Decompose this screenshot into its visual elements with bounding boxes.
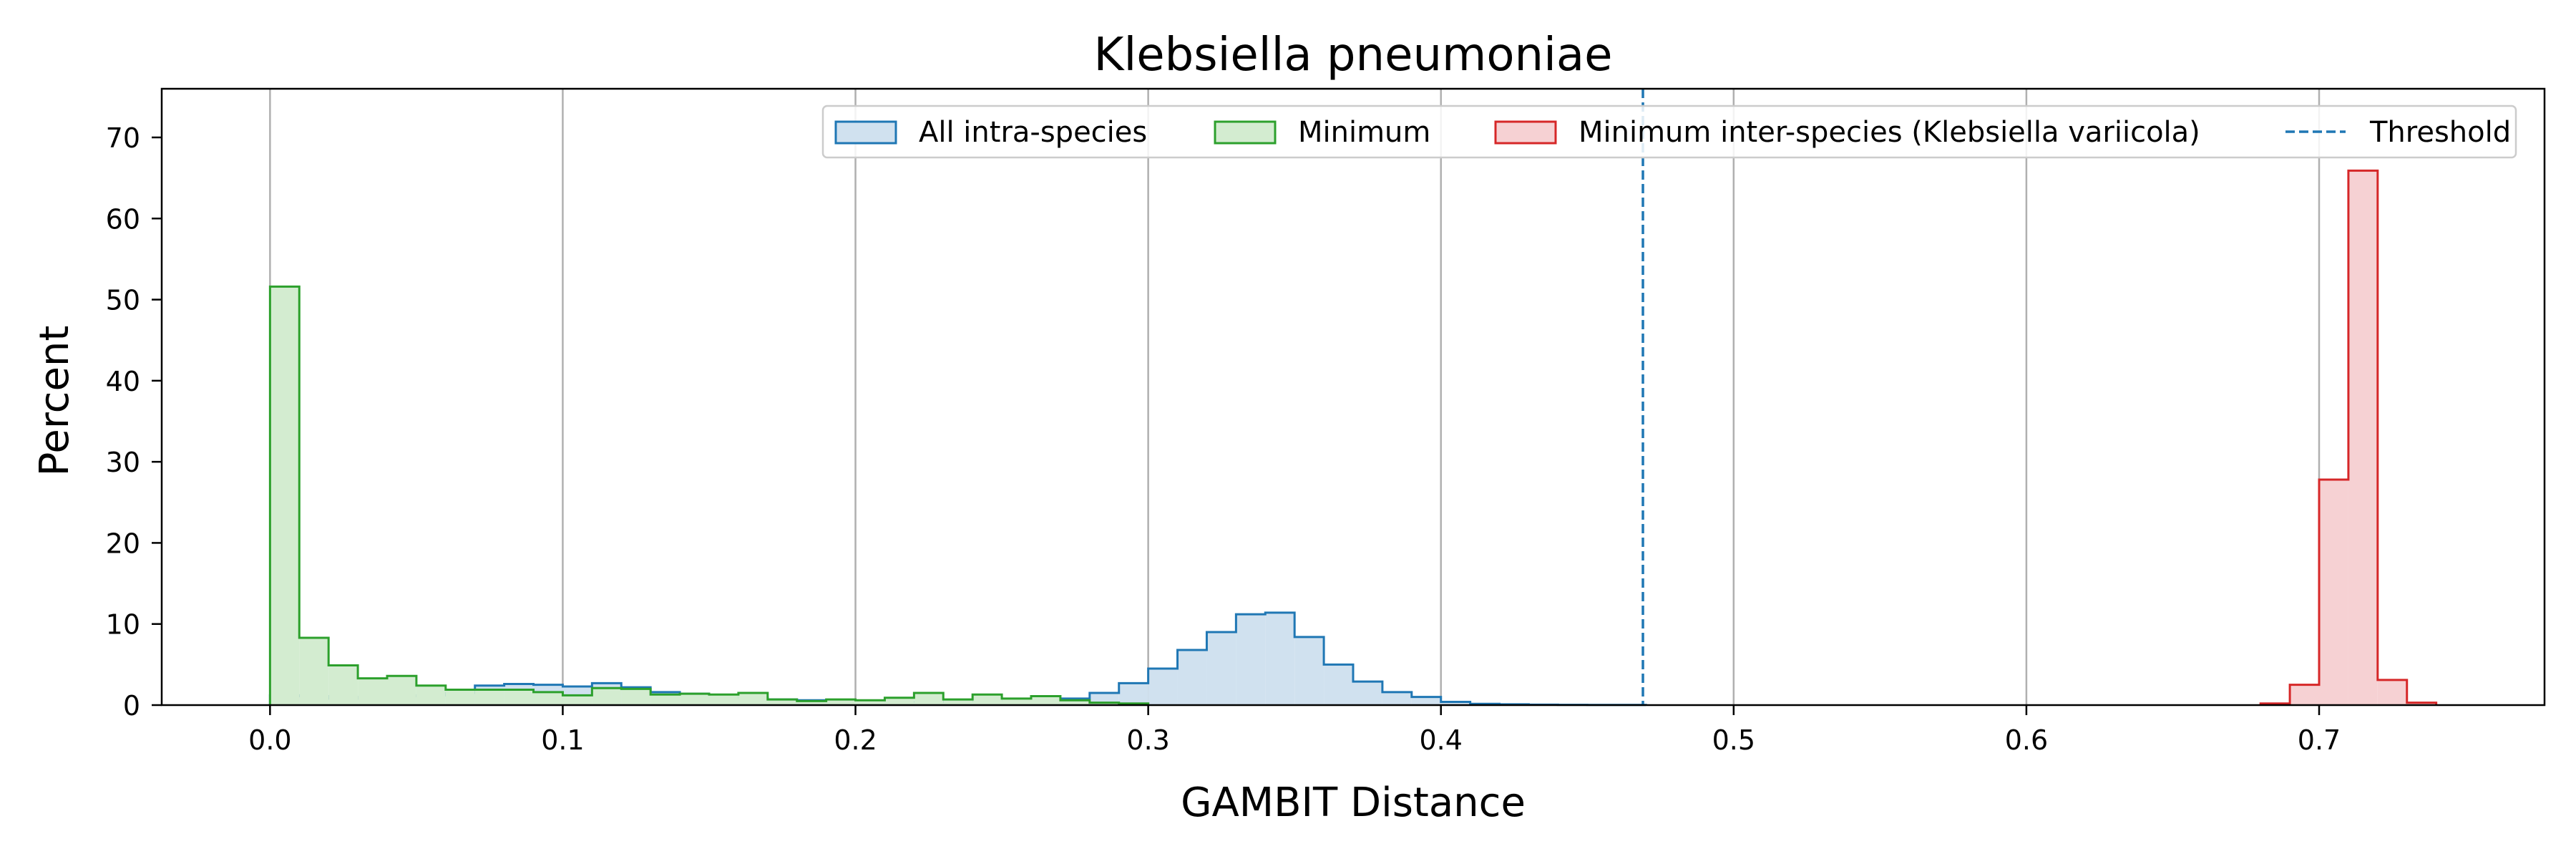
legend-label-1: Minimum bbox=[1298, 116, 1430, 149]
legend-label-0: All intra-species bbox=[919, 116, 1147, 149]
bar-1-15 bbox=[709, 694, 738, 705]
bar-2-1 bbox=[2290, 684, 2319, 705]
bar-1-27 bbox=[1060, 700, 1090, 705]
bar-0-30 bbox=[1148, 669, 1178, 705]
legend: All intra-species Minimum Minimum inter-sp… bbox=[821, 105, 2517, 159]
chart-title: Klebsiella pneumoniae bbox=[1094, 29, 1613, 82]
x-axis-ticks: 0.0 0.1 0.2 0.3 0.4 0.5 0.6 0.7 bbox=[248, 705, 2341, 756]
y-tick-label-4: 40 bbox=[106, 366, 140, 397]
bar-1-8 bbox=[504, 689, 534, 705]
x-tick-label-3: 0.3 bbox=[1126, 724, 1169, 756]
y-axis-ticks: 0 10 20 30 40 50 60 70 bbox=[106, 122, 162, 722]
x-tick-label-2: 0.2 bbox=[834, 724, 877, 756]
series-1 bbox=[268, 285, 1150, 705]
y-tick-label-3: 30 bbox=[106, 447, 140, 478]
bar-1-7 bbox=[474, 689, 504, 705]
bar-1-0 bbox=[270, 286, 300, 705]
bar-0-36 bbox=[1324, 664, 1353, 705]
bar-1-4 bbox=[387, 676, 416, 705]
legend-swatch-1 bbox=[1214, 120, 1277, 145]
legend-box bbox=[821, 105, 2517, 159]
bar-2-2 bbox=[2319, 480, 2348, 705]
x-tick-label-1: 0.1 bbox=[541, 724, 584, 756]
series-outline-2 bbox=[2259, 169, 2438, 705]
bar-0-29 bbox=[1118, 683, 1148, 705]
bar-1-19 bbox=[826, 699, 856, 705]
bar-1-5 bbox=[416, 685, 446, 705]
y-tick-label-5: 50 bbox=[106, 285, 140, 316]
bar-1-13 bbox=[650, 694, 680, 705]
bar-1-10 bbox=[562, 695, 592, 705]
bar-1-16 bbox=[738, 693, 768, 705]
bar-1-12 bbox=[621, 689, 651, 705]
bar-1-21 bbox=[884, 697, 914, 705]
legend-swatch-2 bbox=[1494, 120, 1557, 145]
plot-frame bbox=[160, 87, 2546, 707]
bar-0-35 bbox=[1294, 636, 1324, 705]
bar-1-22 bbox=[914, 693, 944, 705]
bar-0-40 bbox=[1440, 702, 1470, 705]
y-axis-label: Percent bbox=[31, 326, 78, 477]
series-2 bbox=[2259, 169, 2438, 705]
bar-0-33 bbox=[1236, 614, 1266, 705]
y-tick-label-6: 60 bbox=[106, 203, 140, 235]
bar-1-18 bbox=[796, 701, 826, 705]
x-tick-label-7: 0.7 bbox=[2298, 724, 2341, 756]
x-tick-label-4: 0.4 bbox=[1420, 724, 1463, 756]
bar-1-3 bbox=[358, 678, 387, 705]
bar-1-28 bbox=[1089, 702, 1119, 705]
bar-0-38 bbox=[1382, 691, 1412, 705]
bar-1-24 bbox=[972, 694, 1002, 705]
bar-2-4 bbox=[2377, 679, 2407, 705]
bar-1-26 bbox=[1031, 696, 1060, 705]
x-tick-label-5: 0.5 bbox=[1712, 724, 1755, 756]
legend-label-3: Threshold bbox=[2369, 116, 2511, 149]
bar-1-11 bbox=[592, 688, 622, 705]
bar-2-3 bbox=[2348, 170, 2378, 705]
bar-0-31 bbox=[1177, 649, 1207, 705]
bar-2-5 bbox=[2406, 702, 2436, 705]
bar-1-14 bbox=[680, 694, 709, 705]
legend-label-2: Minimum inter-species (Klebsiella variic… bbox=[1579, 116, 2200, 149]
grid-lines bbox=[269, 89, 2321, 705]
y-tick-label-1: 10 bbox=[106, 609, 140, 641]
bar-0-34 bbox=[1265, 612, 1295, 705]
x-axis-label: GAMBIT Distance bbox=[1181, 780, 1526, 826]
x-tick-label-0: 0.0 bbox=[248, 724, 291, 756]
bar-1-2 bbox=[328, 665, 358, 705]
bar-1-1 bbox=[299, 637, 329, 705]
bar-1-20 bbox=[855, 700, 885, 705]
histogram-series bbox=[268, 169, 2438, 707]
bar-1-9 bbox=[533, 691, 563, 705]
bar-1-23 bbox=[943, 699, 973, 705]
y-tick-label-2: 20 bbox=[106, 528, 140, 559]
bar-1-25 bbox=[1002, 698, 1031, 705]
bar-0-39 bbox=[1411, 697, 1441, 705]
x-tick-label-6: 0.6 bbox=[2005, 724, 2048, 756]
series-outline-1 bbox=[268, 285, 1150, 705]
bar-0-32 bbox=[1206, 632, 1236, 705]
y-tick-label-7: 70 bbox=[106, 122, 140, 154]
bar-1-17 bbox=[767, 699, 797, 705]
bar-0-37 bbox=[1353, 681, 1382, 705]
bar-1-6 bbox=[445, 689, 475, 705]
legend-swatch-0 bbox=[834, 120, 897, 145]
y-tick-label-0: 0 bbox=[123, 690, 140, 722]
